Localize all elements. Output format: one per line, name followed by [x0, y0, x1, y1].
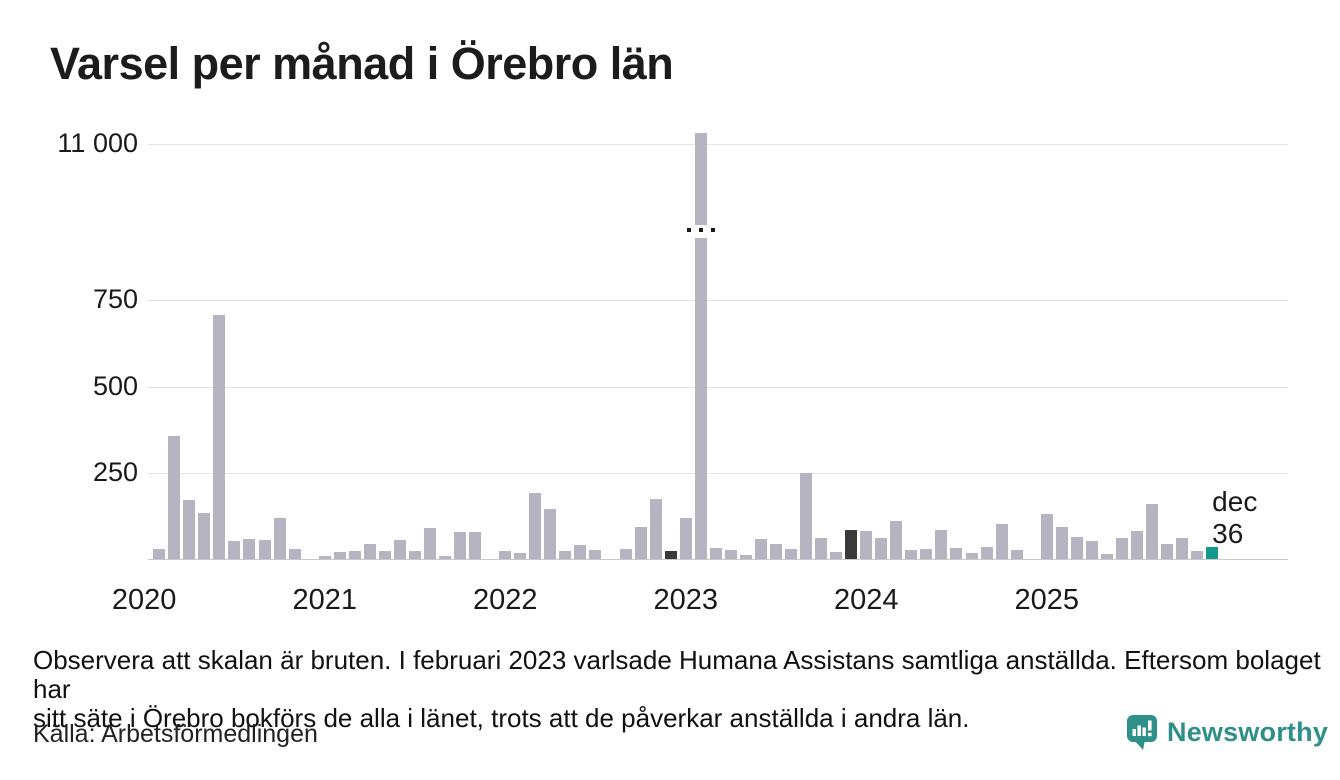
bar-2020-10[interactable] [273, 518, 286, 559]
bar-2023-05[interactable] [739, 554, 752, 559]
axis-break-dot-1 [698, 228, 703, 232]
last-value-annotation: dec 36 [1212, 486, 1257, 550]
bar-2022-12[interactable] [664, 550, 677, 559]
annotation-month-label: dec [1212, 486, 1258, 517]
bar-2022-11[interactable] [649, 499, 662, 559]
bar-2022-09[interactable] [619, 548, 632, 559]
bar-2024-05[interactable] [920, 548, 933, 559]
x-axis-year-label-2020: 2020 [111, 584, 177, 616]
bar-2021-02[interactable] [333, 552, 346, 559]
bar-2020-07[interactable] [228, 540, 241, 559]
bar-2024-03[interactable] [890, 520, 903, 559]
bar-2023-06[interactable] [754, 538, 767, 559]
source-line: Källa: Arbetsförmedlingen [33, 720, 318, 748]
bar-2024-11[interactable] [1010, 549, 1023, 559]
bar-2021-11[interactable] [469, 531, 482, 559]
bar-2023-03[interactable] [709, 548, 722, 559]
bar-2022-03[interactable] [529, 493, 542, 559]
newsworthy-bubble-chart-icon [1126, 714, 1159, 751]
bar-2023-01[interactable] [679, 518, 692, 559]
x-axis-line [148, 559, 1288, 560]
bar-2022-10[interactable] [634, 527, 647, 559]
bar-2023-10[interactable] [815, 537, 828, 559]
bar-2021-08[interactable] [423, 528, 436, 559]
bar-2023-02-lower-segment[interactable] [694, 238, 707, 559]
x-axis-year-label-2023: 2023 [653, 584, 718, 616]
bar-2021-09[interactable] [439, 556, 452, 559]
bar-2023-12[interactable] [845, 530, 858, 559]
bar-2023-02-upper-segment[interactable] [694, 133, 707, 225]
x-axis-year-label-2024: 2024 [833, 584, 899, 616]
bar-2025-12[interactable] [1206, 546, 1219, 559]
bar-2025-10[interactable] [1176, 537, 1189, 559]
bar-2021-01[interactable] [318, 555, 331, 559]
bar-2021-05[interactable] [378, 551, 391, 559]
bar-2024-09[interactable] [980, 546, 993, 559]
y-axis-tick-label: 500 [92, 371, 138, 401]
bar-2020-03[interactable] [168, 435, 181, 559]
gridline-750 [148, 300, 1288, 301]
bar-2021-06[interactable] [393, 539, 406, 559]
bar-2022-01[interactable] [499, 551, 512, 559]
bar-2021-04[interactable] [363, 544, 376, 559]
x-axis-year-label-2025: 2025 [1014, 584, 1079, 616]
bar-2021-03[interactable] [348, 550, 361, 559]
axis-break-dot-0 [686, 228, 691, 232]
bar-2022-02[interactable] [514, 553, 527, 559]
x-axis-year-label-2022: 2022 [472, 584, 538, 616]
newsworthy-wordmark: Newsworthy [1167, 717, 1329, 747]
axis-break-dot-2 [710, 228, 715, 232]
bar-2020-06[interactable] [213, 314, 226, 559]
bar-2025-11[interactable] [1191, 550, 1204, 559]
footnote: Observera att skalan är bruten. I februa… [33, 646, 1340, 733]
bar-2024-10[interactable] [995, 523, 1008, 559]
bar-2023-09[interactable] [800, 473, 813, 559]
bar-2024-04[interactable] [905, 550, 918, 559]
gridline-500 [148, 387, 1288, 388]
annotation-value-label: 36 [1212, 518, 1244, 549]
bar-2025-08[interactable] [1146, 503, 1158, 559]
bar-2024-01[interactable] [860, 531, 873, 559]
y-axis-tick-label: 750 [92, 284, 138, 314]
bar-2021-07[interactable] [408, 551, 421, 559]
bar-2023-08[interactable] [785, 548, 797, 559]
bar-2023-11[interactable] [830, 552, 843, 559]
bar-2025-03[interactable] [1070, 537, 1083, 559]
bar-2020-08[interactable] [243, 539, 256, 559]
x-axis-year-label-2021: 2021 [292, 584, 357, 616]
bar-2025-09[interactable] [1161, 543, 1174, 559]
bar-2020-11[interactable] [288, 549, 301, 559]
bar-2022-07[interactable] [589, 549, 602, 559]
gridline-11000 [148, 144, 1288, 145]
page-title: Varsel per månad i Örebro län [50, 38, 674, 89]
newsworthy-logo[interactable]: Newsworthy [1126, 714, 1328, 751]
bar-2025-02[interactable] [1055, 527, 1068, 559]
bar-2025-04[interactable] [1085, 540, 1098, 559]
bar-2025-01[interactable] [1040, 514, 1053, 559]
bar-2022-06[interactable] [574, 544, 587, 559]
bar-2022-05[interactable] [559, 551, 572, 559]
bar-2023-04[interactable] [724, 550, 737, 559]
footnote-line-1: Observera att skalan är bruten. I februa… [33, 645, 1321, 704]
bar-2020-05[interactable] [198, 512, 211, 559]
footnote-line-2: sitt säte i Örebro bokförs de alla i län… [33, 703, 970, 733]
bar-2020-02[interactable] [153, 548, 166, 559]
bar-2021-10[interactable] [454, 531, 467, 559]
bar-2023-07[interactable] [769, 543, 782, 559]
bar-2020-04[interactable] [183, 500, 196, 559]
bar-2025-05[interactable] [1100, 554, 1113, 559]
bar-2022-04[interactable] [544, 509, 557, 559]
bar-2024-07[interactable] [950, 547, 963, 559]
y-axis-tick-label: 250 [92, 457, 138, 487]
bar-2024-08[interactable] [965, 553, 978, 559]
bar-2024-02[interactable] [875, 538, 888, 559]
bar-2025-06[interactable] [1115, 538, 1128, 559]
bar-2020-09[interactable] [258, 540, 271, 559]
bar-2025-07[interactable] [1130, 530, 1143, 559]
y-axis-tick-label: 11 000 [57, 128, 138, 158]
gridline-250 [148, 473, 1288, 474]
bar-2024-06[interactable] [935, 529, 948, 559]
